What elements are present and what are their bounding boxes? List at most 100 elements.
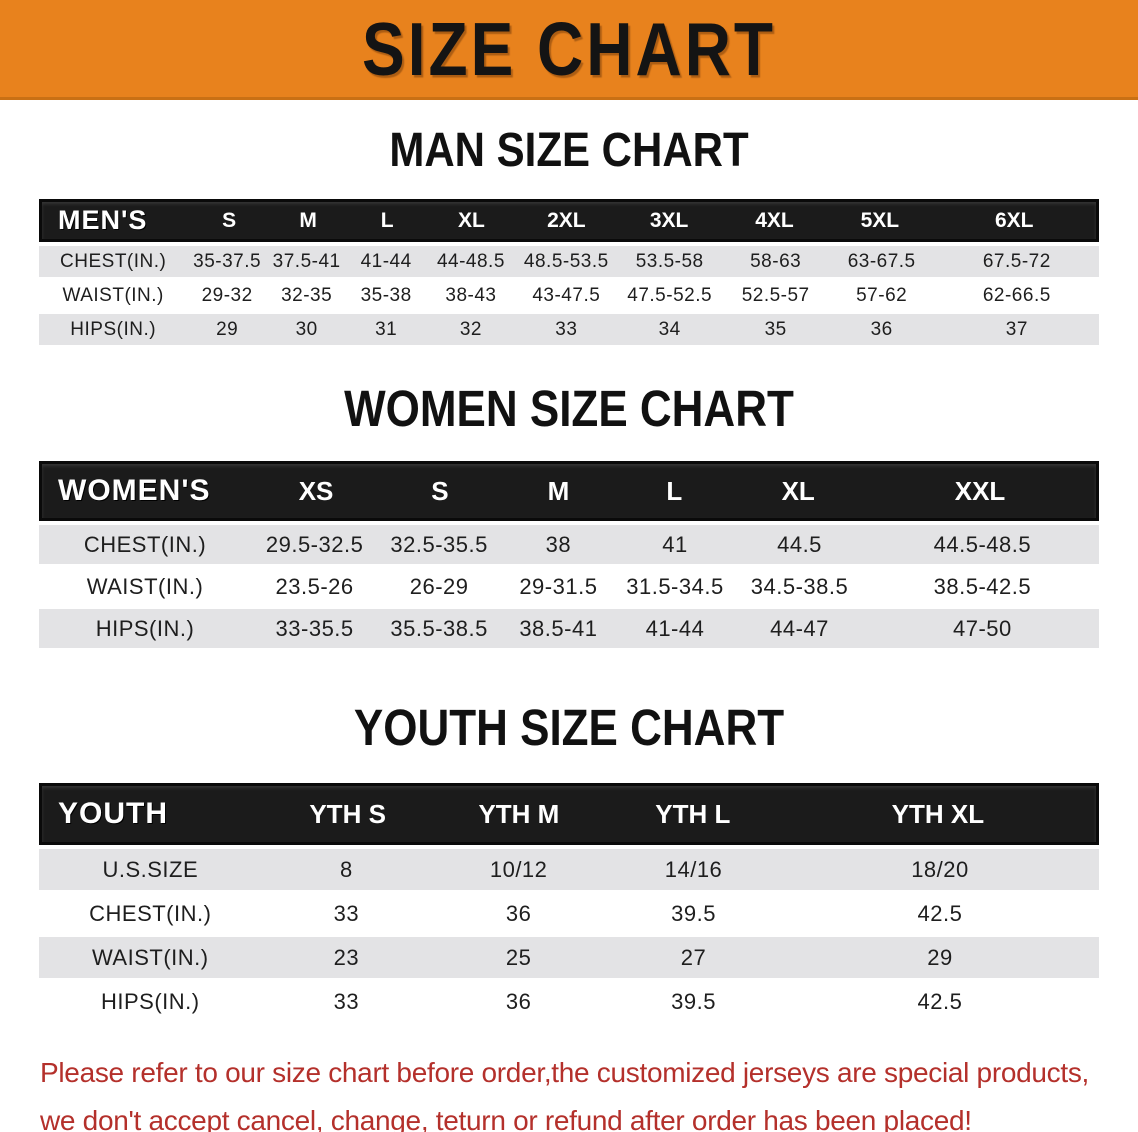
women-size-header-cell: XS — [298, 475, 334, 506]
men-value-cell: 41-44 — [360, 250, 412, 272]
women-section-heading: WOMEN SIZE CHART — [0, 381, 1138, 437]
youth-value-cell: 39.5 — [671, 988, 716, 1014]
men-value-cell: 35-37.5 — [193, 250, 262, 272]
men-value-cell: 48.5-53.5 — [523, 250, 609, 272]
men-value-cell: 33 — [555, 318, 578, 340]
youth-row-label: WAIST(IN.) — [91, 944, 209, 970]
women-value-cell: 38.5-42.5 — [933, 573, 1032, 599]
men-size-header-cell: XL — [458, 208, 485, 232]
men-value-cell: 35-38 — [360, 284, 412, 306]
women-value-cell: 41 — [662, 531, 688, 557]
women-row-label: HIPS(IN.) — [95, 615, 195, 641]
men-value-cell: 30 — [295, 318, 318, 340]
men-table-row: WAIST(IN.) 29-32 32-35 35-38 38-43 43-47.5 47.… — [39, 280, 1099, 311]
women-group-label: WOMEN'S — [58, 474, 211, 507]
women-value-cell: 34.5-38.5 — [750, 573, 849, 599]
youth-value-cell: 25 — [505, 944, 532, 970]
youth-value-cell: 33 — [333, 900, 360, 926]
men-row-label: WAIST(IN.) — [62, 284, 164, 306]
men-value-cell: 38-43 — [445, 284, 497, 306]
youth-section-heading-text: YOUTH SIZE CHART — [353, 700, 785, 757]
youth-value-cell: 33 — [333, 988, 360, 1014]
women-value-cell: 44.5-48.5 — [933, 531, 1032, 557]
women-table-row: WAIST(IN.) 23.5-26 26-29 29-31.5 31.5-34.5 34… — [39, 567, 1099, 606]
men-value-cell: 36 — [870, 318, 893, 340]
man-section-heading-text: MAN SIZE CHART — [389, 122, 749, 177]
women-size-header-cell: M — [547, 475, 570, 506]
men-size-header-cell: 5XL — [860, 208, 900, 232]
men-size-header-cell: 4XL — [755, 208, 794, 232]
men-value-cell: 44-48.5 — [436, 250, 505, 272]
youth-row-label: U.S.SIZE — [102, 856, 199, 882]
youth-value-cell: 10/12 — [489, 856, 548, 882]
men-size-header-cell: 6XL — [994, 208, 1034, 232]
youth-value-cell: 29 — [927, 944, 953, 970]
men-value-cell: 37.5-41 — [272, 250, 341, 272]
men-value-cell: 29-32 — [201, 284, 253, 306]
youth-value-cell: 42.5 — [917, 900, 963, 926]
women-row-label: WAIST(IN.) — [86, 573, 204, 599]
men-value-cell: 43-47.5 — [532, 284, 601, 306]
youth-table-header-row: YOUTH YTH S YTH M YTH L YTH XL — [39, 783, 1099, 845]
youth-row-label: CHEST(IN.) — [89, 900, 212, 926]
youth-value-cell: 18/20 — [911, 856, 969, 882]
men-value-cell: 34 — [658, 318, 681, 340]
women-value-cell: 29-31.5 — [519, 573, 598, 599]
women-value-cell: 29.5-32.5 — [265, 531, 364, 557]
youth-group-label: YOUTH — [58, 797, 168, 830]
womens-size-table: WOMEN'S XS S M L XL XXL CHEST(IN.) 29.5-32.5 32.5… — [39, 461, 1099, 648]
women-value-cell: 23.5-26 — [275, 573, 354, 599]
men-value-cell: 52.5-57 — [741, 284, 810, 306]
women-value-cell: 33-35.5 — [275, 615, 354, 641]
youth-size-table: YOUTH YTH S YTH M YTH L YTH XL U.S.SIZE 8 10/12… — [39, 783, 1099, 1022]
youth-value-cell: 27 — [680, 944, 707, 970]
women-value-cell: 44-47 — [770, 615, 829, 641]
women-table-row: HIPS(IN.) 33-35.5 35.5-38.5 38.5-41 41-44 44-… — [39, 609, 1099, 648]
men-row-label: CHEST(IN.) — [60, 250, 167, 272]
youth-value-cell: 36 — [505, 988, 532, 1014]
youth-value-cell: 39.5 — [671, 900, 716, 926]
men-table-row: HIPS(IN.) 29 30 31 32 33 34 35 36 37 — [39, 314, 1099, 345]
men-value-cell: 31 — [375, 318, 398, 340]
youth-table-row: U.S.SIZE 8 10/12 14/16 18/20 — [39, 849, 1099, 890]
women-table-header-row: WOMEN'S XS S M L XL XXL — [39, 461, 1099, 521]
disclaimer-line-2: we don't accept cancel, change, teturn o… — [40, 1105, 972, 1132]
youth-table-row: HIPS(IN.) 33 36 39.5 42.5 — [39, 981, 1099, 1022]
women-value-cell: 32.5-35.5 — [390, 531, 488, 557]
youth-value-cell: 23 — [333, 944, 360, 970]
mens-size-table: MEN'S S M L XL 2XL 3XL 4XL 5XL 6XL CHEST(IN.) 35-37… — [39, 199, 1099, 345]
women-value-cell: 26-29 — [409, 573, 469, 599]
men-value-cell: 58-63 — [750, 250, 802, 272]
men-value-cell: 37 — [1005, 318, 1028, 340]
women-section-heading-text: WOMEN SIZE CHART — [344, 381, 794, 438]
women-size-header-cell: L — [666, 475, 683, 506]
youth-row-label: HIPS(IN.) — [100, 988, 200, 1014]
size-chart-banner: SIZE CHART — [0, 0, 1138, 100]
men-row-label: HIPS(IN.) — [70, 318, 157, 340]
banner-title: SIZE CHART — [362, 6, 776, 91]
men-size-header-cell: L — [380, 208, 394, 232]
men-value-cell: 67.5-72 — [982, 250, 1051, 272]
men-value-cell: 32 — [459, 318, 482, 340]
men-size-header-cell: 3XL — [649, 208, 689, 232]
man-section-heading: MAN SIZE CHART — [0, 122, 1138, 176]
men-group-label: MEN'S — [58, 205, 148, 235]
women-value-cell: 44.5 — [777, 531, 822, 557]
women-value-cell: 38 — [545, 531, 572, 557]
youth-section-heading: YOUTH SIZE CHART — [0, 700, 1138, 756]
men-value-cell: 53.5-58 — [635, 250, 704, 272]
women-value-cell: 35.5-38.5 — [390, 615, 488, 641]
men-value-cell: 32-35 — [281, 284, 333, 306]
women-size-header-cell: XXL — [954, 475, 1006, 506]
youth-value-cell: 8 — [340, 856, 353, 882]
men-value-cell: 63-67.5 — [847, 250, 916, 272]
men-size-header-cell: 2XL — [547, 208, 586, 232]
women-value-cell: 41-44 — [645, 615, 705, 641]
men-value-cell: 57-62 — [856, 284, 908, 306]
youth-value-cell: 42.5 — [917, 988, 963, 1014]
men-size-header-cell: S — [222, 208, 237, 232]
disclaimer-text: Please refer to our size chart before or… — [40, 1049, 1138, 1132]
youth-value-cell: 36 — [505, 900, 532, 926]
men-value-cell: 47.5-52.5 — [627, 284, 713, 306]
men-table-row: CHEST(IN.) 35-37.5 37.5-41 41-44 44-48.5 48.5… — [39, 246, 1099, 277]
